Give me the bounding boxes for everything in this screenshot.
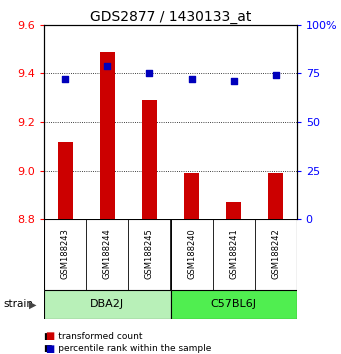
Text: GSM188242: GSM188242 bbox=[271, 228, 280, 279]
Text: ■  transformed count: ■ transformed count bbox=[44, 332, 143, 341]
Text: GSM188245: GSM188245 bbox=[145, 228, 154, 279]
Point bbox=[231, 78, 236, 84]
Text: C57BL6J: C57BL6J bbox=[211, 299, 256, 309]
Bar bbox=[226, 202, 241, 219]
Text: GSM188244: GSM188244 bbox=[103, 228, 112, 279]
Text: GSM188240: GSM188240 bbox=[187, 228, 196, 279]
Point bbox=[105, 63, 110, 68]
Bar bbox=[58, 142, 73, 219]
FancyBboxPatch shape bbox=[44, 290, 170, 319]
Bar bbox=[184, 173, 199, 219]
Bar bbox=[268, 173, 283, 219]
Text: ■: ■ bbox=[45, 331, 54, 341]
Point bbox=[63, 76, 68, 82]
Text: ■: ■ bbox=[45, 344, 54, 354]
Point bbox=[147, 70, 152, 76]
Point bbox=[189, 76, 194, 82]
Text: GSM188241: GSM188241 bbox=[229, 228, 238, 279]
Bar bbox=[100, 52, 115, 219]
FancyBboxPatch shape bbox=[170, 290, 297, 319]
Title: GDS2877 / 1430133_at: GDS2877 / 1430133_at bbox=[90, 10, 251, 24]
Text: ▶: ▶ bbox=[29, 299, 36, 309]
Text: strain: strain bbox=[3, 299, 33, 309]
Text: ■  percentile rank within the sample: ■ percentile rank within the sample bbox=[44, 344, 212, 353]
Point bbox=[273, 73, 278, 78]
Text: DBA2J: DBA2J bbox=[90, 299, 124, 309]
Text: GSM188243: GSM188243 bbox=[61, 228, 70, 279]
Bar bbox=[142, 100, 157, 219]
